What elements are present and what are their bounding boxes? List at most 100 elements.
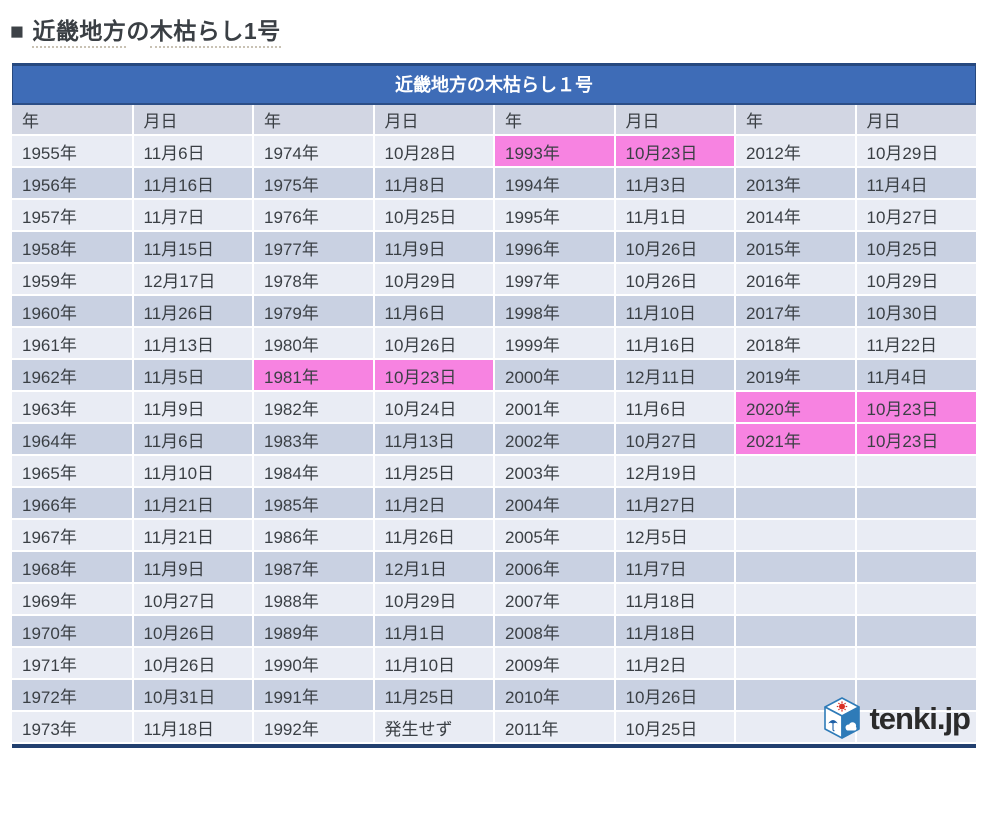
year-cell: 1989年 bbox=[253, 615, 375, 648]
date-cell: 11月4日 bbox=[855, 359, 976, 392]
date-cell: 12月5日 bbox=[614, 519, 736, 552]
date-cell: 11月1日 bbox=[614, 199, 736, 232]
date-cell bbox=[855, 711, 976, 744]
date-cell: 11月13日 bbox=[132, 327, 254, 360]
year-cell: 1961年 bbox=[12, 327, 134, 360]
table-row: 1964年 11月6日 1983年 11月13日 2002年 10月27日 2021年 10月… bbox=[12, 423, 976, 456]
date-cell: 11月18日 bbox=[614, 615, 736, 648]
date-cell: 11月6日 bbox=[132, 423, 254, 456]
year-cell: 2006年 bbox=[494, 551, 616, 584]
year-cell: 2010年 bbox=[494, 679, 616, 712]
date-cell: 10月27日 bbox=[132, 583, 254, 616]
date-cell: 11月15日 bbox=[132, 231, 254, 264]
date-cell: 11月5日 bbox=[132, 359, 254, 392]
date-cell: 10月29日 bbox=[855, 135, 976, 168]
date-cell: 発生せず bbox=[373, 711, 495, 744]
date-cell: 11月9日 bbox=[373, 231, 495, 264]
column-header: 月日 bbox=[132, 105, 254, 136]
table-row: 1960年 11月26日 1979年 11月6日 1998年 11月10日 2017年 10月… bbox=[12, 295, 976, 328]
date-cell: 10月23日 bbox=[855, 423, 976, 456]
year-cell: 1978年 bbox=[253, 263, 375, 296]
date-cell: 11月26日 bbox=[373, 519, 495, 552]
year-cell bbox=[735, 487, 857, 520]
date-cell: 11月1日 bbox=[373, 615, 495, 648]
date-cell: 11月7日 bbox=[614, 551, 736, 584]
year-cell: 1992年 bbox=[253, 711, 375, 744]
year-cell bbox=[735, 519, 857, 552]
year-cell: 1993年 bbox=[494, 135, 616, 168]
table-row: 1962年 11月5日 1981年 10月23日 2000年 12月11日 2019年 11月… bbox=[12, 359, 976, 392]
year-cell: 2002年 bbox=[494, 423, 616, 456]
year-cell: 2020年 bbox=[735, 391, 857, 424]
year-cell bbox=[735, 711, 857, 744]
year-cell: 1967年 bbox=[12, 519, 134, 552]
year-cell: 1955年 bbox=[12, 135, 134, 168]
year-cell bbox=[735, 551, 857, 584]
year-cell: 1997年 bbox=[494, 263, 616, 296]
year-cell: 2019年 bbox=[735, 359, 857, 392]
year-cell: 1966年 bbox=[12, 487, 134, 520]
column-header-row: 年月日年月日年月日年月日 bbox=[12, 105, 976, 136]
date-cell bbox=[855, 487, 976, 520]
year-cell: 2013年 bbox=[735, 167, 857, 200]
page-title: ■ 近畿地方の木枯らし1号 bbox=[10, 12, 986, 48]
column-header: 月日 bbox=[614, 105, 736, 136]
year-cell: 2000年 bbox=[494, 359, 616, 392]
year-cell: 1969年 bbox=[12, 583, 134, 616]
year-cell: 1962年 bbox=[12, 359, 134, 392]
date-cell bbox=[855, 519, 976, 552]
year-cell: 1976年 bbox=[253, 199, 375, 232]
year-cell: 1990年 bbox=[253, 647, 375, 680]
year-cell: 1996年 bbox=[494, 231, 616, 264]
year-cell: 1964年 bbox=[12, 423, 134, 456]
date-cell: 12月19日 bbox=[614, 455, 736, 488]
year-cell: 1965年 bbox=[12, 455, 134, 488]
year-cell: 1975年 bbox=[253, 167, 375, 200]
date-cell: 10月23日 bbox=[614, 135, 736, 168]
year-cell: 1963年 bbox=[12, 391, 134, 424]
year-cell: 1986年 bbox=[253, 519, 375, 552]
table-row: 1971年 10月26日 1990年 11月10日 2009年 11月2日 bbox=[12, 647, 976, 680]
year-cell: 2007年 bbox=[494, 583, 616, 616]
year-cell: 1971年 bbox=[12, 647, 134, 680]
year-cell: 1957年 bbox=[12, 199, 134, 232]
year-cell: 2017年 bbox=[735, 295, 857, 328]
date-cell: 10月29日 bbox=[373, 263, 495, 296]
date-cell: 11月27日 bbox=[614, 487, 736, 520]
year-cell: 2018年 bbox=[735, 327, 857, 360]
date-cell: 11月8日 bbox=[373, 167, 495, 200]
date-cell bbox=[855, 455, 976, 488]
date-cell: 12月1日 bbox=[373, 551, 495, 584]
year-cell: 1972年 bbox=[12, 679, 134, 712]
date-cell: 11月18日 bbox=[614, 583, 736, 616]
year-cell bbox=[735, 615, 857, 648]
date-cell: 10月30日 bbox=[855, 295, 976, 328]
date-cell: 11月10日 bbox=[614, 295, 736, 328]
table-row: 1973年 11月18日 1992年 発生せず 2011年 10月25日 bbox=[12, 711, 976, 744]
title-square-marker: ■ bbox=[10, 18, 25, 44]
year-cell: 1994年 bbox=[494, 167, 616, 200]
date-cell bbox=[855, 647, 976, 680]
date-cell: 11月25日 bbox=[373, 679, 495, 712]
date-cell: 10月27日 bbox=[614, 423, 736, 456]
date-cell bbox=[855, 551, 976, 584]
date-cell: 11月10日 bbox=[132, 455, 254, 488]
date-cell: 11月3日 bbox=[614, 167, 736, 200]
date-cell: 10月29日 bbox=[855, 263, 976, 296]
year-cell bbox=[735, 455, 857, 488]
date-cell: 10月25日 bbox=[855, 231, 976, 264]
year-cell: 1974年 bbox=[253, 135, 375, 168]
date-cell: 12月11日 bbox=[614, 359, 736, 392]
year-cell: 2004年 bbox=[494, 487, 616, 520]
date-cell: 10月26日 bbox=[614, 263, 736, 296]
date-cell: 10月28日 bbox=[373, 135, 495, 168]
date-cell bbox=[855, 679, 976, 712]
table-row: 1972年 10月31日 1991年 11月25日 2010年 10月26日 bbox=[12, 679, 976, 712]
year-cell: 2015年 bbox=[735, 231, 857, 264]
date-cell: 11月6日 bbox=[132, 135, 254, 168]
table-row: 1969年 10月27日 1988年 10月29日 2007年 11月18日 bbox=[12, 583, 976, 616]
year-cell: 1981年 bbox=[253, 359, 375, 392]
year-cell: 1970年 bbox=[12, 615, 134, 648]
date-cell: 11月7日 bbox=[132, 199, 254, 232]
column-header: 月日 bbox=[373, 105, 495, 136]
